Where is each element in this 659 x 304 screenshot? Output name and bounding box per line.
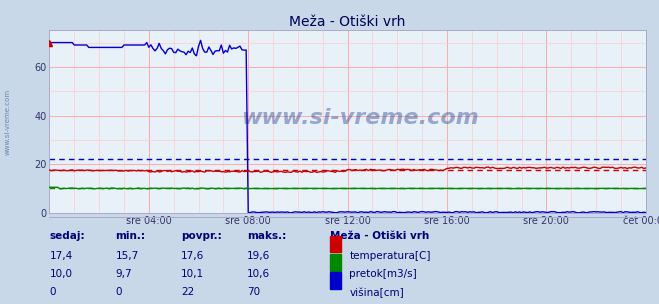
Text: 17,4: 17,4 <box>49 251 72 261</box>
Text: povpr.:: povpr.: <box>181 231 222 241</box>
Text: pretok[m3/s]: pretok[m3/s] <box>349 269 417 279</box>
Text: maks.:: maks.: <box>247 231 287 241</box>
Text: 9,7: 9,7 <box>115 269 132 279</box>
Text: 70: 70 <box>247 287 260 297</box>
Text: 0: 0 <box>49 287 56 297</box>
Text: 17,6: 17,6 <box>181 251 204 261</box>
Text: 15,7: 15,7 <box>115 251 138 261</box>
Text: 10,6: 10,6 <box>247 269 270 279</box>
Text: višina[cm]: višina[cm] <box>349 287 404 298</box>
Text: 10,0: 10,0 <box>49 269 72 279</box>
Title: Meža - Otiški vrh: Meža - Otiški vrh <box>289 15 406 29</box>
Text: 10,1: 10,1 <box>181 269 204 279</box>
Text: min.:: min.: <box>115 231 146 241</box>
Text: www.si-vreme.com: www.si-vreme.com <box>241 108 478 128</box>
Text: temperatura[C]: temperatura[C] <box>349 251 431 261</box>
Text: Meža - Otiški vrh: Meža - Otiški vrh <box>330 231 429 241</box>
Text: www.si-vreme.com: www.si-vreme.com <box>5 88 11 155</box>
Text: 19,6: 19,6 <box>247 251 270 261</box>
Text: sedaj:: sedaj: <box>49 231 85 241</box>
Text: 0: 0 <box>115 287 122 297</box>
Text: 22: 22 <box>181 287 194 297</box>
